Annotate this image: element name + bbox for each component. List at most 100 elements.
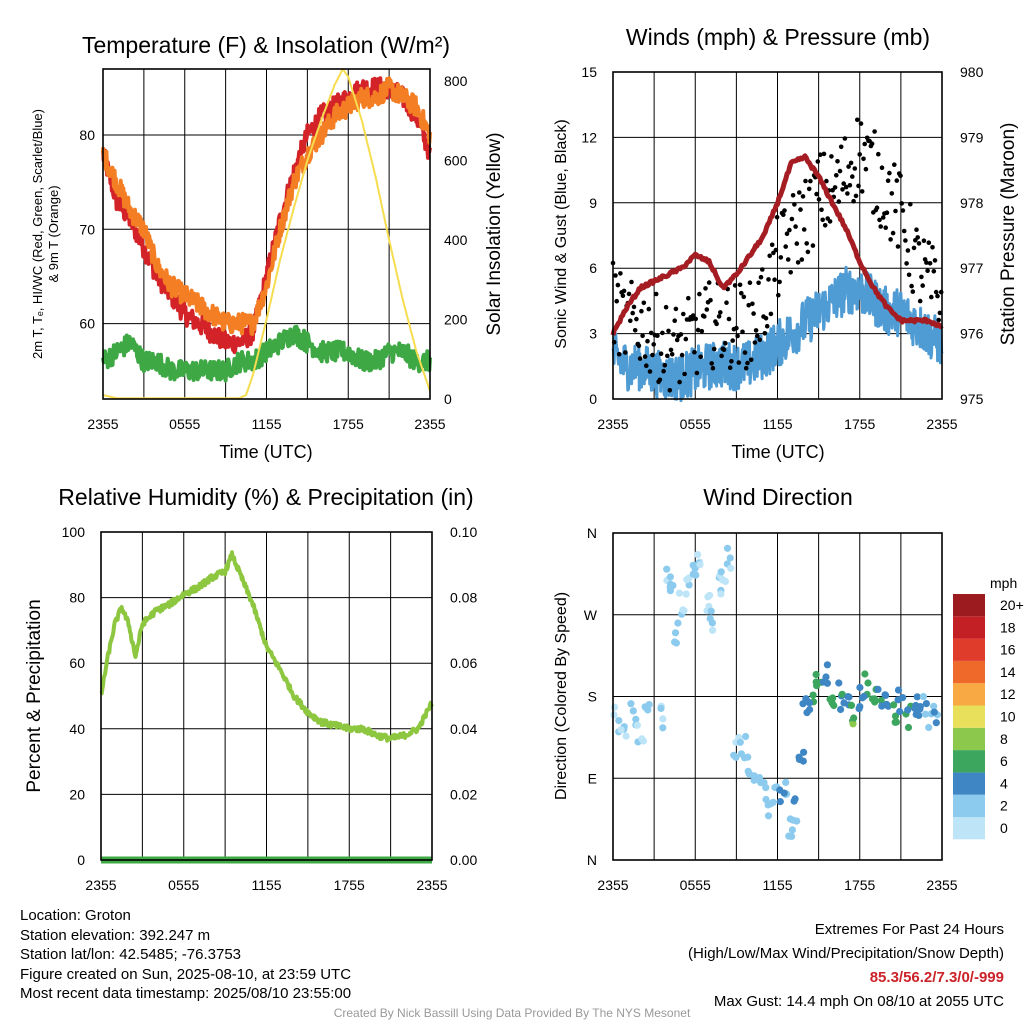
gust-point [708,297,713,303]
direction-point [776,798,784,806]
x-tick-label: 0555 [168,877,199,893]
colorbar-swatch [953,705,985,728]
gust-point [723,340,728,346]
y-tick-label: 80 [79,127,95,143]
plot-border [100,531,433,861]
gust-point [793,224,798,229]
extremes-values: 85.3/56.2/7.3/0/-999 [869,969,1004,986]
direction-point [838,690,846,698]
direction-point [845,693,853,701]
gust-point [910,289,916,294]
direction-point [744,753,752,761]
gust-point [798,207,803,212]
y2-tick-label: 0.08 [450,590,477,606]
station-elevation: Station elevation: 392.247 m [20,926,211,944]
direction-point [850,714,858,722]
gust-point [657,377,663,383]
gust-point [776,292,781,298]
gust-point [911,245,917,251]
gust-point [777,279,782,285]
gust-point [845,191,850,196]
gust-point [840,187,845,192]
direction-point [874,685,882,694]
gust-point [673,306,679,312]
gust-point [883,225,888,230]
direction-point [856,683,864,692]
gust-point [636,343,642,349]
gust-point [758,274,764,280]
direction-point [657,704,665,713]
colorbar-swatch [953,772,985,795]
gust-point [672,318,677,324]
x-axis-label: Time (UTC) [219,442,312,462]
gust-point [711,346,717,352]
direction-point [855,705,863,713]
gust-point [937,310,943,316]
y2-tick-label: 975 [960,391,984,407]
direction-point [830,701,838,710]
gust-point [741,294,747,300]
direction-point [896,707,904,716]
credit-line: Created By Nick Bassill Using Data Provi… [333,1006,691,1020]
direction-point [795,753,803,761]
direction-point [629,707,637,715]
x-tick-label: 2355 [926,416,957,432]
gust-point [757,337,763,343]
gust-point [724,300,729,306]
direction-point [683,576,691,584]
gust-point [709,361,714,366]
gust-point [857,152,862,157]
direction-point [860,692,868,701]
gust-point [916,241,922,246]
direction-point [883,700,891,708]
direction-point [891,718,899,726]
y2-tick-label: 200 [444,311,468,327]
gust-point [888,237,893,242]
colorbar-swatch [953,616,985,639]
y-tick-label: 70 [79,221,95,237]
gust-point [689,316,695,322]
y2-tick-label: 600 [444,152,468,168]
direction-point [762,795,770,804]
gust-point [803,178,808,184]
x-tick-label: 1155 [251,416,281,432]
gust-point [794,241,800,246]
direction-point [837,705,845,714]
gust-point [714,321,719,327]
gust-point [920,283,925,288]
y-tick-label: 9 [589,195,597,211]
x-tick-label: 2355 [926,877,957,893]
gust-point [863,166,869,172]
gust-point [906,272,912,278]
x-tick-label: 0555 [169,416,200,432]
direction-point [823,679,832,687]
direction-point [615,717,623,725]
gust-point [660,330,665,336]
gust-point [783,244,788,249]
x-tick-label: 2355 [87,416,118,432]
colorbar-swatch [953,750,985,773]
direction-point [930,708,938,716]
panel-title: Temperature (F) & Insolation (W/m²) [82,32,450,58]
direction-point [805,699,814,707]
plot-border [612,532,943,861]
y-tick-label: 40 [69,721,85,737]
gust-point [820,217,825,223]
direction-point [922,700,931,708]
gust-point [821,151,827,157]
station-location: Location: Groton [20,907,131,924]
colorbar-title: mph [990,575,1017,591]
y-tick-label: 0 [589,391,597,407]
gust-point [648,330,654,336]
gust-point [746,302,751,308]
gust-point [690,313,696,318]
gust-point [818,152,823,157]
gust-point [694,370,700,376]
gust-point [819,207,824,213]
direction-point [864,679,872,687]
x-tick-label: 1155 [251,877,281,893]
direction-point [689,561,697,569]
direction-point [663,565,671,573]
wind-pressure-panel: 0 3 6 9 12 15 975 976 977 978 979 980 2355 0555 1155 17… [553,24,1019,462]
gust-point [674,337,680,343]
